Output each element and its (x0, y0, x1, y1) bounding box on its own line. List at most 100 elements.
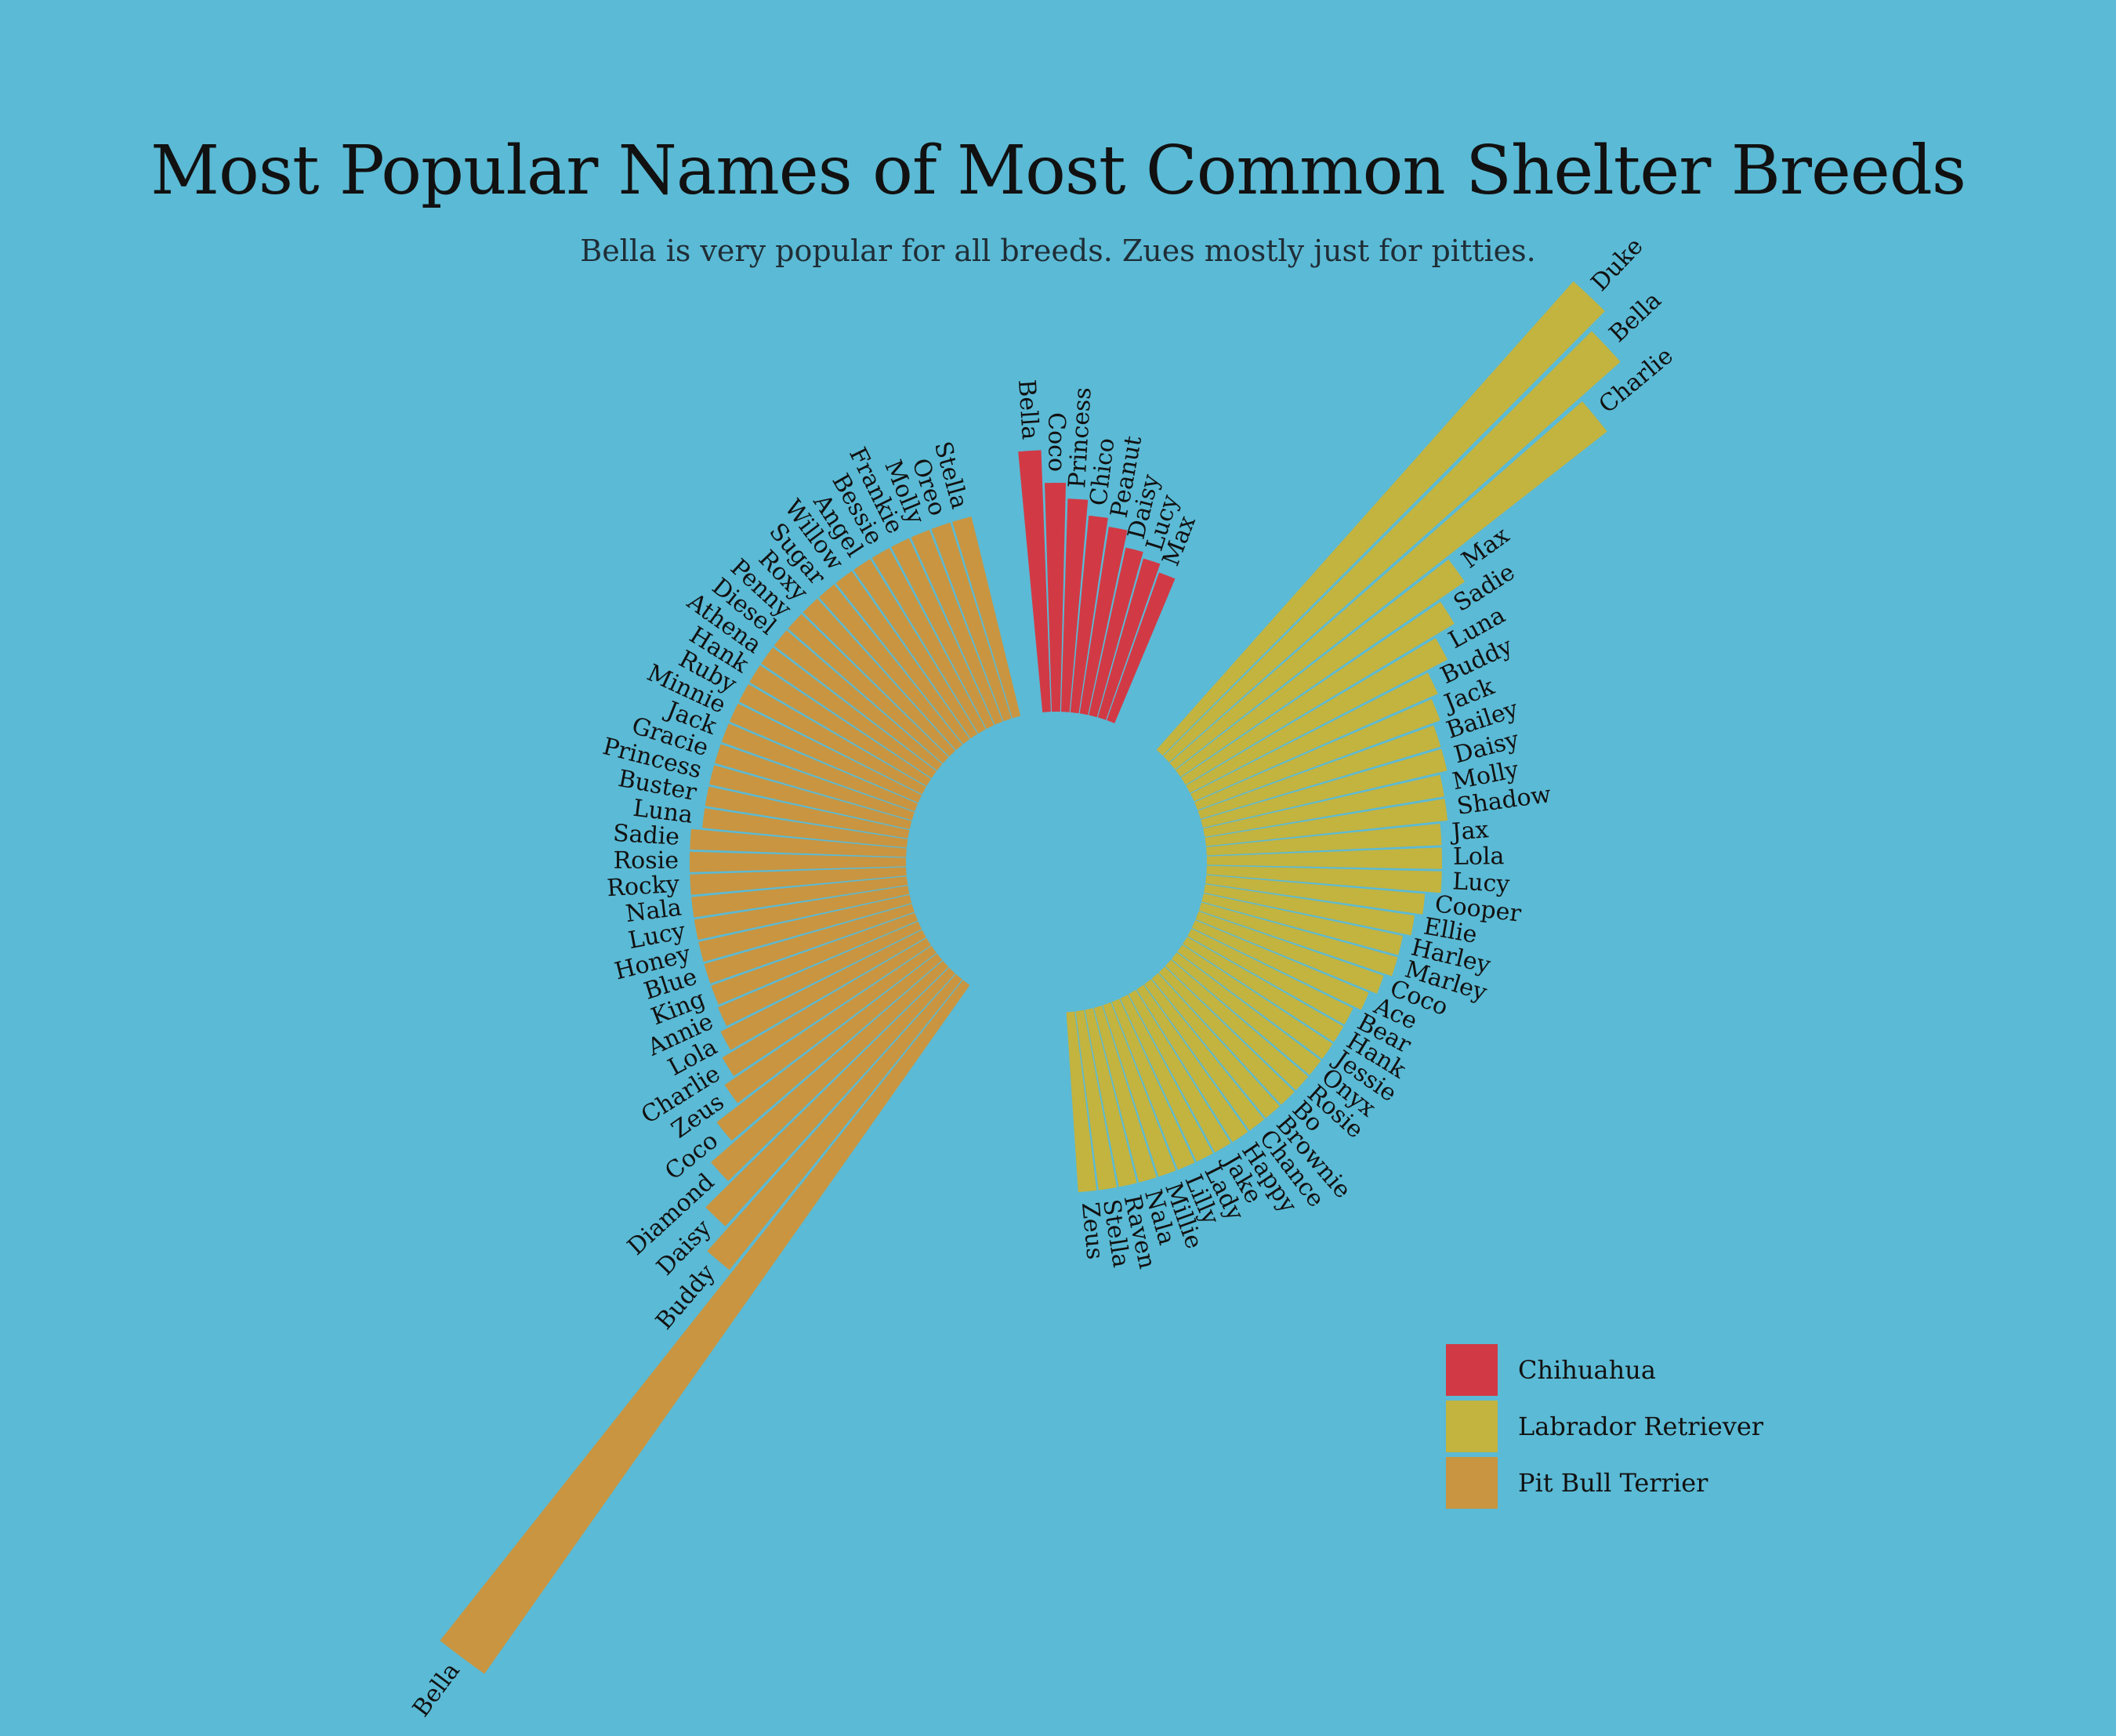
bar-pit-bull-terrier-sugar[interactable] (818, 584, 963, 751)
bar-labrador-retriever-harley[interactable] (1201, 893, 1404, 955)
bar-pit-bull-terrier-luna[interactable] (702, 808, 908, 848)
label-labrador-retriever-zeus: Zeus (1076, 1201, 1109, 1260)
bar-pit-bull-terrier-willow[interactable] (835, 571, 970, 745)
bar-labrador-retriever-ace[interactable] (1191, 920, 1369, 1010)
bar-pit-bull-terrier-bessie[interactable] (871, 548, 986, 734)
legend-item-pit-bull-terrier[interactable]: Pit Bull Terrier (1446, 1455, 1763, 1511)
bar-pit-bull-terrier-honey[interactable] (698, 894, 912, 962)
label-pit-bull-terrier-bella: Bella (408, 1658, 466, 1723)
label-chihuahua-bella: Bella (1013, 379, 1044, 440)
bar-pit-bull-terrier-bella[interactable] (440, 980, 970, 1674)
bar-labrador-retriever-stella[interactable] (1075, 1009, 1118, 1191)
bar-pit-bull-terrier-king[interactable] (711, 912, 919, 1005)
label-chihuahua-coco: Coco (1042, 412, 1070, 472)
label-labrador-retriever-lola: Lola (1453, 843, 1505, 871)
bar-pit-bull-terrier-daisy[interactable] (705, 967, 955, 1227)
bar-pit-bull-terrier-buddy[interactable] (707, 973, 962, 1270)
bar-labrador-retriever-millie[interactable] (1103, 1002, 1176, 1177)
legend-item-labrador-retriever[interactable]: Labrador Retriever (1446, 1398, 1763, 1455)
bar-pit-bull-terrier-stella[interactable] (952, 516, 1021, 719)
bar-labrador-retriever-jake[interactable] (1128, 990, 1231, 1153)
bar-labrador-retriever-bear[interactable] (1187, 928, 1353, 1025)
bar-labrador-retriever-jack[interactable] (1194, 699, 1440, 810)
bar-labrador-retriever-raven[interactable] (1085, 1008, 1137, 1187)
bar-chihuahua-coco[interactable] (1045, 483, 1067, 712)
bar-labrador-retriever-duke[interactable] (1156, 281, 1605, 756)
legend-label: Labrador Retriever (1518, 1412, 1764, 1441)
bar-pit-bull-terrier-angel[interactable] (853, 559, 978, 739)
bar-labrador-retriever-brownie[interactable] (1151, 973, 1280, 1118)
bar-labrador-retriever-lola[interactable] (1206, 847, 1442, 869)
bar-labrador-retriever-ellie[interactable] (1204, 884, 1415, 936)
bar-labrador-retriever-buddy[interactable] (1190, 672, 1438, 802)
bar-pit-bull-terrier-oreo[interactable] (931, 522, 1012, 722)
label-labrador-retriever-duke: Duke (1586, 233, 1649, 297)
bar-pit-bull-terrier-diesel[interactable] (774, 630, 943, 771)
bar-pit-bull-terrier-buster[interactable] (705, 786, 910, 839)
bar-labrador-retriever-molly[interactable] (1203, 774, 1444, 837)
bar-pit-bull-terrier-rosie[interactable] (690, 851, 907, 872)
bar-labrador-retriever-cooper[interactable] (1205, 875, 1426, 915)
bar-pit-bull-terrier-nala[interactable] (691, 876, 908, 918)
bar-pit-bull-terrier-annie[interactable] (718, 921, 922, 1027)
label-pit-bull-terrier-sadie: Sadie (612, 820, 680, 851)
legend-swatch-pit-bull-terrier (1446, 1457, 1498, 1509)
bar-labrador-retriever-rosie[interactable] (1165, 959, 1309, 1091)
bar-pit-bull-terrier-roxy[interactable] (803, 598, 955, 757)
bar-chihuahua-chico[interactable] (1070, 515, 1108, 714)
bar-labrador-retriever-bailey[interactable] (1197, 725, 1441, 819)
bar-pit-bull-terrier-penny[interactable] (788, 614, 949, 763)
bar-labrador-retriever-coco[interactable] (1195, 911, 1384, 994)
bar-pit-bull-terrier-lucy[interactable] (694, 886, 910, 940)
bar-labrador-retriever-luna[interactable] (1186, 638, 1448, 793)
bar-pit-bull-terrier-sadie[interactable] (690, 828, 907, 857)
bar-chihuahua-daisy[interactable] (1089, 547, 1143, 718)
label-labrador-retriever-jax: Jax (1448, 816, 1489, 846)
bar-labrador-retriever-charlie[interactable] (1169, 401, 1607, 770)
bar-labrador-retriever-jessie[interactable] (1177, 944, 1333, 1060)
bar-pit-bull-terrier-coco[interactable] (716, 953, 943, 1141)
bar-labrador-retriever-chance[interactable] (1144, 979, 1265, 1131)
bar-labrador-retriever-bo[interactable] (1158, 966, 1295, 1105)
bar-pit-bull-terrier-minnie[interactable] (729, 703, 922, 803)
bar-pit-bull-terrier-ruby[interactable] (738, 683, 926, 795)
bar-labrador-retriever-shadow[interactable] (1205, 799, 1448, 846)
bar-pit-bull-terrier-athena[interactable] (761, 647, 937, 778)
legend-item-chihuahua[interactable]: Chihuahua (1446, 1342, 1763, 1398)
bar-labrador-retriever-sadie[interactable] (1180, 601, 1455, 785)
bar-pit-bull-terrier-gracie[interactable] (714, 744, 915, 821)
bar-chihuahua-bella[interactable] (1018, 450, 1051, 712)
legend-label: Chihuahua (1518, 1355, 1656, 1385)
label-labrador-retriever-lucy: Lucy (1451, 868, 1510, 898)
bar-labrador-retriever-onyx[interactable] (1171, 952, 1321, 1075)
bar-pit-bull-terrier-rocky[interactable] (690, 867, 907, 895)
bar-pit-bull-terrier-blue[interactable] (704, 904, 915, 984)
bar-pit-bull-terrier-zeus[interactable] (724, 946, 937, 1104)
bar-labrador-retriever-bella[interactable] (1163, 331, 1621, 763)
bar-labrador-retriever-nala[interactable] (1093, 1005, 1157, 1183)
bar-labrador-retriever-daisy[interactable] (1201, 748, 1448, 828)
bar-labrador-retriever-happy[interactable] (1136, 984, 1248, 1143)
legend-label: Pit Bull Terrier (1518, 1468, 1708, 1498)
bar-labrador-retriever-hank[interactable] (1183, 937, 1344, 1042)
bar-pit-bull-terrier-jack[interactable] (721, 723, 919, 812)
bar-chihuahua-lucy[interactable] (1097, 558, 1161, 720)
bar-pit-bull-terrier-lola[interactable] (720, 930, 926, 1050)
bar-chihuahua-princess[interactable] (1060, 498, 1089, 712)
bar-labrador-retriever-zeus[interactable] (1066, 1011, 1097, 1193)
bar-labrador-retriever-marley[interactable] (1198, 902, 1398, 977)
bar-labrador-retriever-max[interactable] (1175, 559, 1466, 777)
bar-labrador-retriever-lady[interactable] (1120, 995, 1213, 1162)
legend: Chihuahua Labrador Retriever Pit Bull Te… (1446, 1342, 1763, 1511)
bar-pit-bull-terrier-diamond[interactable] (711, 960, 949, 1181)
bar-pit-bull-terrier-hank[interactable] (749, 665, 932, 786)
bar-pit-bull-terrier-molly[interactable] (911, 529, 1003, 725)
bar-labrador-retriever-lucy[interactable] (1206, 865, 1442, 893)
bar-chihuahua-max[interactable] (1107, 572, 1176, 723)
bar-labrador-retriever-jax[interactable] (1206, 823, 1442, 856)
bar-pit-bull-terrier-charlie[interactable] (722, 937, 931, 1076)
bar-pit-bull-terrier-frankie[interactable] (891, 538, 995, 729)
bar-labrador-retriever-lilly[interactable] (1111, 998, 1195, 1170)
bar-chihuahua-peanut[interactable] (1079, 527, 1128, 716)
bar-pit-bull-terrier-princess[interactable] (708, 765, 912, 830)
